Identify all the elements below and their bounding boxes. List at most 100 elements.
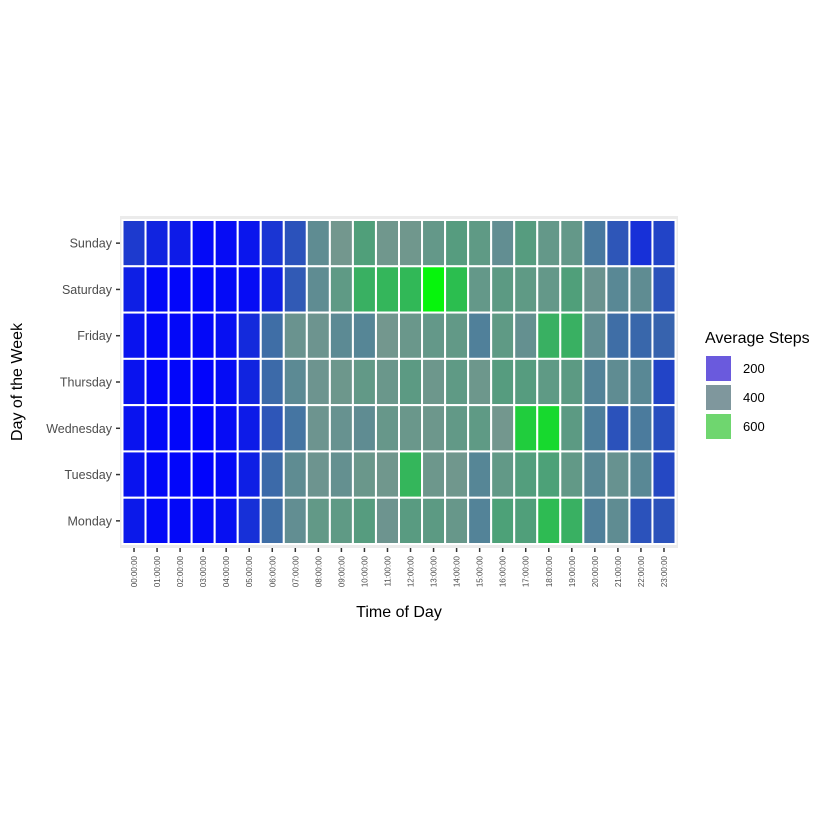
- legend-entries: 200 400 600: [706, 356, 765, 439]
- heatmap-cell: [121, 265, 147, 314]
- heatmap-cell: [190, 265, 216, 314]
- heatmap-cell: [374, 219, 401, 268]
- y-axis-title: Day of the Week: [9, 322, 26, 441]
- heatmap-cell: [513, 265, 539, 314]
- heatmap-cell: [121, 357, 147, 407]
- y-tick-labels: Sunday Saturday Friday Thursday Wednesday Tue…: [46, 237, 113, 529]
- y-tick-marks: [116, 242, 120, 522]
- heatmap-cell: [213, 311, 239, 360]
- heatmap-cell: [190, 496, 216, 546]
- legend-label: 200: [743, 361, 765, 376]
- heatmap-cell: [236, 450, 262, 499]
- heatmap-cell: [444, 219, 470, 268]
- heatmap-cell: [282, 450, 308, 499]
- heatmap-cell: [467, 496, 493, 546]
- legend-label: 600: [743, 419, 765, 434]
- heatmap-cell: [374, 311, 401, 360]
- heatmap-cell: [490, 311, 516, 360]
- heatmap-cell: [582, 265, 608, 314]
- heatmap-cell: [259, 404, 285, 453]
- heatmap-cell: [398, 404, 424, 453]
- x-tick-label: 03:00:00: [199, 555, 208, 587]
- x-tick-label: 09:00:00: [337, 555, 346, 587]
- heatmap-cell: [444, 311, 470, 360]
- y-tick-label: Thursday: [60, 376, 113, 390]
- heatmap-cell: [398, 496, 424, 546]
- heatmap-cell: [259, 311, 285, 360]
- heatmap-cell: [121, 311, 147, 360]
- heatmap-cell: [398, 357, 424, 407]
- heatmap-cell: [190, 450, 216, 499]
- heatmap-cell: [259, 450, 285, 499]
- heatmap-cell: [467, 219, 493, 268]
- heatmap-cell: [398, 265, 424, 314]
- heatmap-cell: [259, 265, 285, 314]
- heatmap-cell: [351, 357, 377, 407]
- heatmap-cell: [467, 357, 493, 407]
- heatmap-cell: [144, 311, 170, 360]
- heatmap-cell: [328, 265, 354, 314]
- heatmap-cell: [651, 450, 677, 499]
- x-axis-title: Time of Day: [356, 604, 442, 621]
- heatmap-cell: [259, 496, 285, 546]
- heatmap-cell: [144, 219, 170, 268]
- heatmap-cell: [628, 450, 654, 499]
- heatmap-cell: [236, 357, 262, 407]
- heatmap-cell: [351, 265, 377, 314]
- x-tick-labels: 00:00:00 01:00:00 02:00:00 03:00:00 04:00:00…: [130, 555, 669, 587]
- x-tick-label: 12:00:00: [407, 555, 416, 587]
- heatmap-cell: [351, 311, 377, 360]
- heatmap-cell: [351, 219, 377, 268]
- heatmap-cell: [213, 450, 239, 499]
- heatmap-cell: [305, 357, 331, 407]
- heatmap-cell: [144, 450, 170, 499]
- y-tick-label: Tuesday: [65, 468, 113, 482]
- heatmap-cell: [513, 404, 539, 453]
- legend-key: [706, 385, 731, 410]
- heatmap-cell: [444, 357, 470, 407]
- legend-title: Average Steps: [705, 330, 810, 347]
- heatmap-cell: [236, 311, 262, 360]
- heatmap-cells: [121, 219, 677, 546]
- heatmap-cell: [559, 265, 585, 314]
- heatmap-cell: [628, 404, 654, 453]
- x-tick-label: 10:00:00: [360, 555, 369, 587]
- heatmap-cell: [513, 219, 539, 268]
- heatmap-cell: [605, 357, 631, 407]
- heatmap-cell: [374, 265, 401, 314]
- heatmap-cell: [536, 265, 562, 314]
- heatmap-cell: [190, 404, 216, 453]
- heatmap-cell: [236, 219, 262, 268]
- heatmap-cell: [628, 357, 654, 407]
- heatmap-cell: [421, 265, 447, 314]
- heatmap-cell: [444, 265, 470, 314]
- heatmap-cell: [282, 219, 308, 268]
- heatmap-cell: [421, 219, 447, 268]
- heatmap-cell: [605, 496, 631, 546]
- heatmap-cell: [651, 311, 677, 360]
- heatmap-cell: [513, 357, 539, 407]
- heatmap-cell: [213, 404, 239, 453]
- heatmap-cell: [559, 496, 585, 546]
- heatmap-cell: [536, 450, 562, 499]
- heatmap-cell: [374, 496, 401, 546]
- x-tick-label: 07:00:00: [291, 555, 300, 587]
- heatmap-cell: [582, 450, 608, 499]
- heatmap-cell: [559, 357, 585, 407]
- x-tick-label: 22:00:00: [637, 555, 646, 587]
- heatmap-cell: [582, 496, 608, 546]
- heatmap-cell: [190, 311, 216, 360]
- heatmap-cell: [628, 311, 654, 360]
- heatmap-cell: [421, 311, 447, 360]
- heatmap-cell: [536, 404, 562, 453]
- heatmap-cell: [167, 450, 193, 499]
- heatmap-cell: [490, 496, 516, 546]
- heatmap-cell: [582, 219, 608, 268]
- heatmap-cell: [536, 357, 562, 407]
- x-tick-label: 18:00:00: [545, 555, 554, 587]
- heatmap-cell: [121, 404, 147, 453]
- heatmap-cell: [282, 496, 308, 546]
- heatmap-cell: [167, 404, 193, 453]
- x-tick-label: 00:00:00: [130, 555, 139, 587]
